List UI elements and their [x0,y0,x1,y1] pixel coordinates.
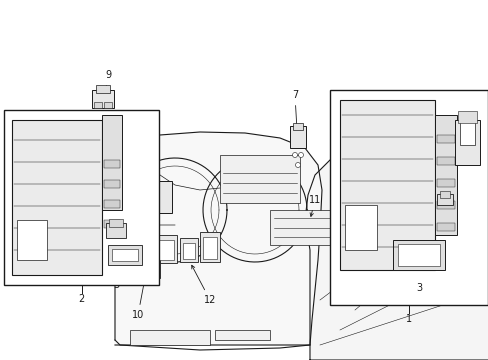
Bar [112,249,138,261]
Bar [397,244,439,266]
Circle shape [31,198,45,212]
Bar [109,219,123,227]
Bar [434,115,456,235]
Bar [108,245,142,265]
Bar [106,223,126,238]
Bar [130,330,209,345]
Text: 1: 1 [405,314,411,324]
Circle shape [31,223,45,237]
Circle shape [295,162,300,167]
Text: 11: 11 [308,195,321,216]
Bar [289,126,305,148]
Text: 13: 13 [148,165,161,209]
Bar [200,232,220,262]
Bar [104,200,120,208]
Bar [158,240,174,260]
Circle shape [31,258,45,272]
Bar [180,238,198,262]
Bar [339,100,434,270]
Bar [148,181,172,213]
Bar [436,223,454,231]
Bar [436,135,454,143]
Bar [345,205,376,250]
Bar [203,237,217,259]
Text: 5: 5 [113,269,119,290]
Bar [104,102,112,108]
Text: 10: 10 [132,282,145,320]
Bar [17,220,47,260]
Text: 5: 5 [423,207,436,220]
Bar [220,155,299,203]
Text: 8: 8 [11,233,28,270]
Text: 3: 3 [415,283,421,293]
Bar [102,115,122,210]
Bar [292,123,303,130]
Bar [94,102,102,108]
Circle shape [292,153,297,158]
Bar [436,157,454,165]
Bar [436,201,454,209]
Bar [12,120,102,275]
Text: 2: 2 [78,294,84,304]
Bar [329,90,487,305]
Bar [4,110,159,285]
Text: 9: 9 [102,70,111,104]
Bar [454,120,479,165]
Bar [104,160,120,168]
Bar [215,330,269,340]
Text: 12: 12 [191,265,216,305]
Bar [269,210,359,245]
Polygon shape [20,180,58,285]
Bar [155,235,177,263]
Bar [96,85,110,93]
Text: 7: 7 [291,90,299,144]
Bar [104,180,120,188]
Bar [104,220,120,228]
Bar [436,179,454,187]
Bar [439,191,449,198]
Bar [140,187,150,207]
Bar [30,242,44,260]
Text: 4: 4 [113,207,119,234]
Bar [457,111,476,123]
Bar [392,240,444,270]
Bar [183,243,195,259]
Bar [130,260,160,278]
Bar [92,90,114,108]
Bar [459,120,474,145]
Text: 6: 6 [463,133,469,161]
Polygon shape [305,155,488,360]
Polygon shape [115,132,321,345]
Bar [436,194,452,205]
Circle shape [298,153,303,158]
